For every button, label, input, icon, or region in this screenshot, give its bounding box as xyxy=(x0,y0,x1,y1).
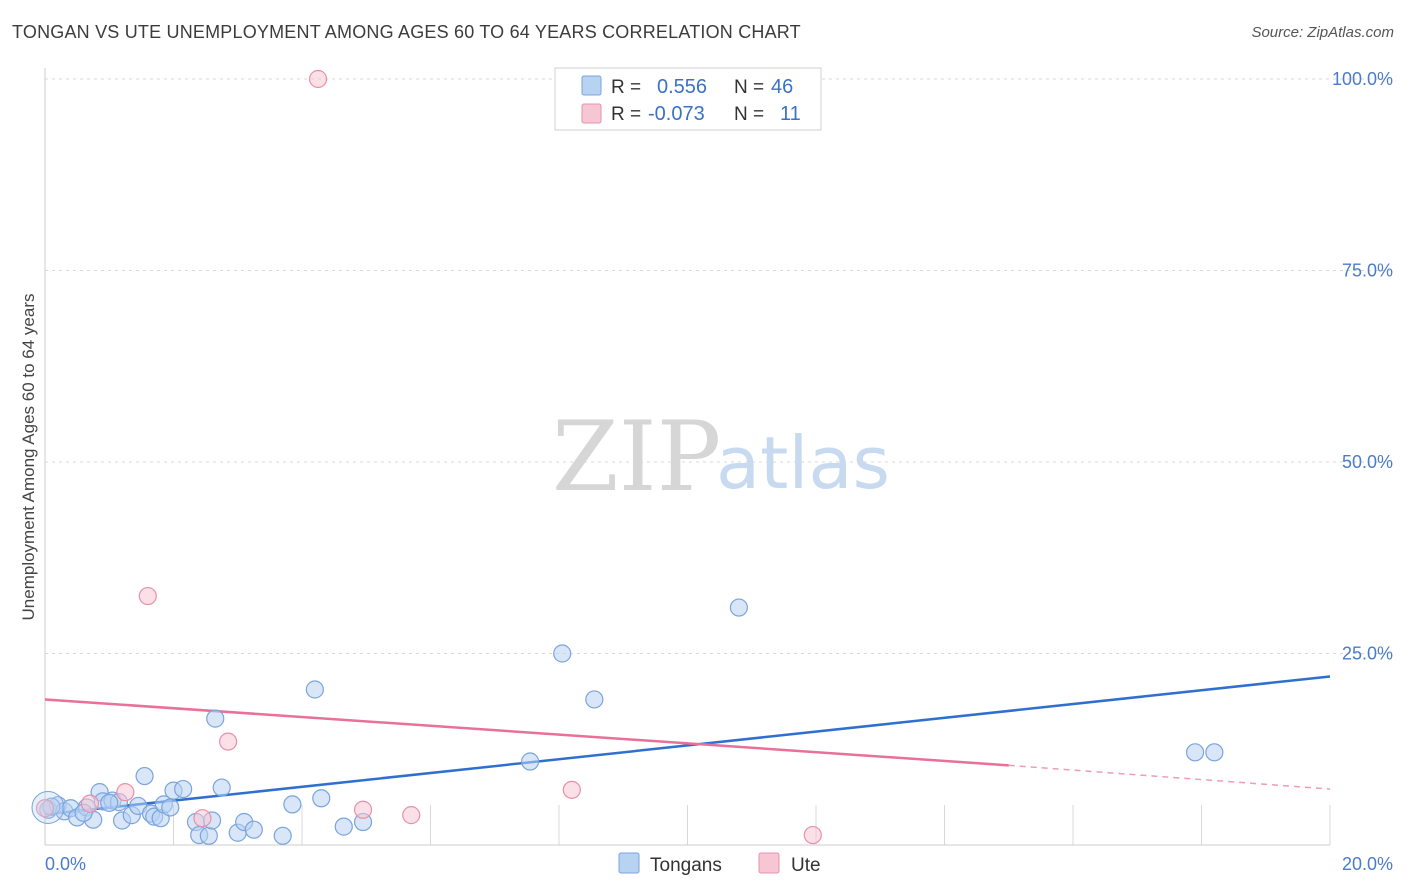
tick-labels: 100.0% 75.0% 50.0% 25.0% 0.0% 20.0% xyxy=(45,69,1393,874)
tongans-point xyxy=(553,644,572,663)
legend-r-label-tongans: R = xyxy=(611,77,641,98)
bottom-legend-swatch-tongans xyxy=(618,852,640,874)
tongans-point xyxy=(206,709,225,728)
gridlines xyxy=(45,78,1390,654)
tongans-point xyxy=(283,795,302,814)
legend-n-value-ute: 11 xyxy=(780,103,801,125)
ute-point xyxy=(219,732,238,751)
ute-point xyxy=(80,794,100,813)
tongans-point xyxy=(334,817,353,836)
tongans-point xyxy=(585,690,604,709)
tongans-cluster-point xyxy=(31,790,65,824)
x-tick-label: 20.0% xyxy=(1342,854,1393,874)
ute-trend-extension xyxy=(1008,764,1331,790)
y-tick-label: 75.0% xyxy=(1342,261,1393,281)
ute-point xyxy=(562,780,581,799)
legend-r-value-tongans: 0.556 xyxy=(657,76,707,98)
ute-trend-line xyxy=(44,698,1009,767)
tongans-trend-line xyxy=(44,675,1331,816)
ute-point xyxy=(353,800,373,819)
tongans-point xyxy=(161,798,180,817)
tongans-point xyxy=(174,779,193,799)
tongans-point xyxy=(305,680,324,699)
watermark-atlas: atlas xyxy=(716,421,890,505)
tongans-point xyxy=(520,752,540,771)
chart-title: TONGAN VS UTE UNEMPLOYMENT AMONG AGES 60… xyxy=(12,22,801,42)
ute-point xyxy=(803,825,822,845)
tongans-point xyxy=(312,789,331,808)
watermark: ZIP atlas xyxy=(552,401,890,513)
tongans-point xyxy=(244,820,263,839)
tongans-point xyxy=(199,826,218,845)
tongans-point xyxy=(729,598,749,617)
tongans-point xyxy=(135,766,154,786)
legend-n-value-tongans: 46 xyxy=(771,76,793,98)
x-tick-label: 0.0% xyxy=(45,854,86,874)
tongans-point xyxy=(273,826,292,845)
ute-point xyxy=(193,809,212,828)
tongans-point xyxy=(100,793,119,812)
y-tick-label: 50.0% xyxy=(1342,452,1393,472)
trend-lines xyxy=(44,675,1331,816)
y-tick-label: 25.0% xyxy=(1342,644,1393,664)
axes xyxy=(44,68,1331,846)
legend-swatch-tongans xyxy=(581,75,602,96)
ute-point xyxy=(116,783,135,802)
tongans-point xyxy=(212,778,231,797)
tongans-point xyxy=(1185,743,1205,762)
ute-point xyxy=(402,806,421,825)
correlation-legend: R = 0.556 N = 46 R = -0.073 N = 11 xyxy=(554,67,822,131)
legend-n-label-ute: N = xyxy=(734,104,764,125)
ute-point xyxy=(308,69,328,89)
bottom-legend-ute: Ute xyxy=(791,855,821,876)
source-label: Source: ZipAtlas.com xyxy=(1251,24,1394,41)
y-tick-label: 100.0% xyxy=(1332,69,1393,89)
ute-point xyxy=(138,586,157,606)
legend-r-label-ute: R = xyxy=(611,104,641,125)
tongans-point xyxy=(1205,743,1224,762)
legend-swatch-ute xyxy=(581,103,602,124)
legend-r-value-ute: -0.073 xyxy=(648,103,705,125)
bottom-legend-tongans: Tongans xyxy=(650,855,722,876)
series-legend: Tongans Ute xyxy=(618,852,821,876)
watermark-zip: ZIP xyxy=(552,401,721,513)
y-axis-label: Unemployment Among Ages 60 to 64 years xyxy=(19,294,38,621)
bottom-legend-swatch-ute xyxy=(758,852,780,874)
data-points xyxy=(31,69,1224,845)
legend-n-label-tongans: N = xyxy=(734,77,764,98)
ute-point xyxy=(35,799,55,818)
